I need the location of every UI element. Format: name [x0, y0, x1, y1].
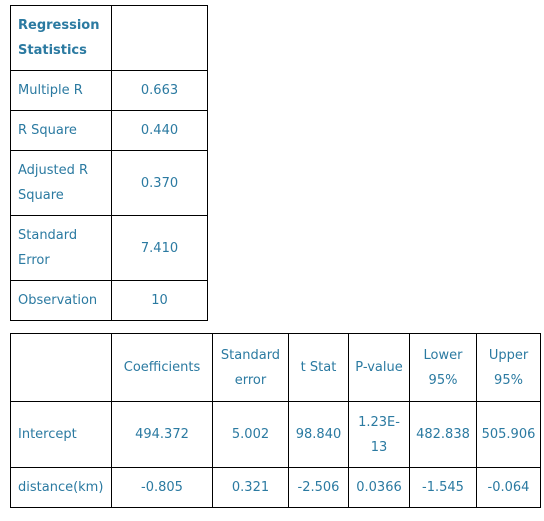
- stats-header-label: Regression Statistics: [10, 5, 112, 71]
- coef-header-cell: Standard error: [212, 333, 289, 402]
- coef-cell: 0.321: [212, 467, 289, 508]
- stats-header-empty-cell: [111, 5, 208, 71]
- stats-row: Adjusted R Square 0.370: [10, 150, 208, 216]
- coef-cell: 505.906: [476, 401, 541, 468]
- coef-header-cell: P-value: [348, 333, 410, 402]
- coef-row: distance(km) -0.805 0.321 -2.506 0.0366 …: [10, 467, 541, 508]
- stats-row-label: Adjusted R Square: [10, 150, 112, 216]
- stats-row: Multiple R 0.663: [10, 70, 208, 111]
- stats-row-value: 0.370: [111, 150, 208, 216]
- coef-header-row: Coefficients Standard error t Stat P-val…: [10, 333, 541, 402]
- stats-row-value: 10: [111, 280, 208, 321]
- coef-cell: 5.002: [212, 401, 289, 468]
- coef-row-label: distance(km): [10, 467, 112, 508]
- coef-cell: 0.0366: [348, 467, 410, 508]
- coef-cell: -0.064: [476, 467, 541, 508]
- stats-row: Standard Error 7.410: [10, 215, 208, 281]
- stats-header-row: Regression Statistics: [10, 5, 208, 71]
- coef-cell: 494.372: [111, 401, 213, 468]
- stats-row-value: 0.440: [111, 110, 208, 151]
- coef-cell: -0.805: [111, 467, 213, 508]
- coef-cell: 1.23E-13: [348, 401, 410, 468]
- stats-row: Observation 10: [10, 280, 208, 321]
- coef-row-label: Intercept: [10, 401, 112, 468]
- coef-cell: -2.506: [288, 467, 349, 508]
- coef-header-cell: t Stat: [288, 333, 349, 402]
- stats-row-value: 7.410: [111, 215, 208, 281]
- stats-row-value: 0.663: [111, 70, 208, 111]
- coef-header-cell: Coefficients: [111, 333, 213, 402]
- stats-row-label: Multiple R: [10, 70, 112, 111]
- coef-row: Intercept 494.372 5.002 98.840 1.23E-13 …: [10, 401, 541, 468]
- coefficients-table: Coefficients Standard error t Stat P-val…: [10, 333, 541, 508]
- coef-cell: 98.840: [288, 401, 349, 468]
- coef-header-empty-cell: [10, 333, 112, 402]
- coef-cell: 482.838: [409, 401, 477, 468]
- stats-row-label: Observation: [10, 280, 112, 321]
- coef-header-cell: Upper 95%: [476, 333, 541, 402]
- stats-row: R Square 0.440: [10, 110, 208, 151]
- stats-row-label: R Square: [10, 110, 112, 151]
- coef-header-cell: Lower 95%: [409, 333, 477, 402]
- regression-statistics-table: Regression Statistics Multiple R 0.663 R…: [10, 5, 208, 321]
- coef-cell: -1.545: [409, 467, 477, 508]
- stats-row-label: Standard Error: [10, 215, 112, 281]
